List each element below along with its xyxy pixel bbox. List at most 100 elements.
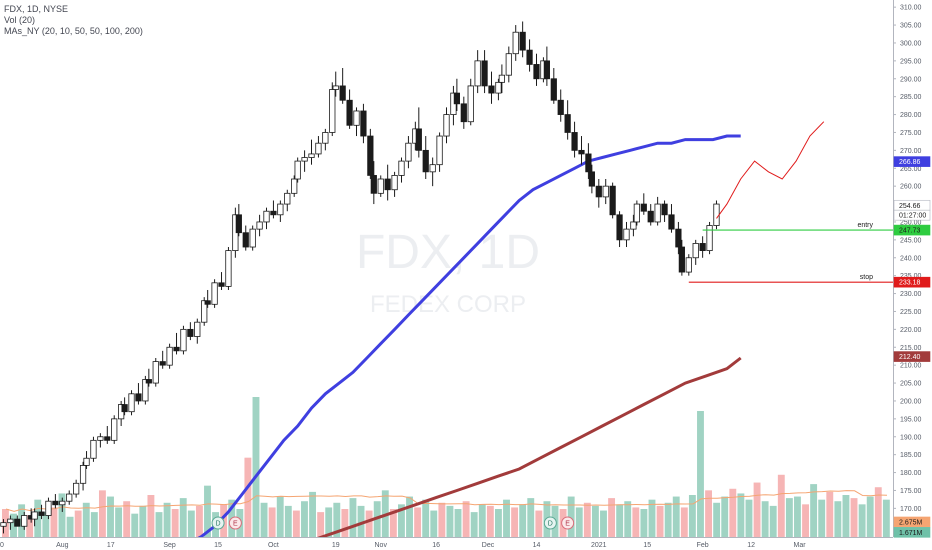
symbol-legend[interactable]: FDX, 1D, NYSE xyxy=(4,4,69,14)
volume-bar xyxy=(462,501,470,537)
y-tick-label: 240.00 xyxy=(900,255,922,262)
y-tick-label: 265.00 xyxy=(900,166,922,173)
candle-body xyxy=(211,282,218,305)
candle-body xyxy=(242,232,249,248)
price-tag xyxy=(893,209,931,221)
y-tick-label: 295.00 xyxy=(900,58,922,65)
volume-bar xyxy=(284,505,292,537)
candle-body xyxy=(256,221,263,230)
candle-body xyxy=(467,85,474,123)
volume-bar xyxy=(672,496,680,537)
volume-bar xyxy=(697,411,704,537)
candle-body xyxy=(332,85,339,90)
volume-bar xyxy=(745,499,753,537)
x-tick-label: 17 xyxy=(107,542,115,549)
watermark: FDX, 1D FEDEX CORP xyxy=(356,226,540,318)
candle-body xyxy=(346,99,353,126)
candle-body xyxy=(291,178,298,194)
candle-body xyxy=(661,203,668,216)
event-marker-E xyxy=(561,516,575,530)
volume-bar xyxy=(527,498,535,537)
price-axis[interactable]: 170.00 175.00 180.00 185.00 190.00 195.00 200.… xyxy=(893,0,932,550)
volume-bar xyxy=(187,510,195,537)
x-tick-label: Oct xyxy=(268,542,279,549)
y-tick-label: 185.00 xyxy=(900,452,922,459)
candle-body xyxy=(166,346,173,366)
candle-body xyxy=(647,210,654,223)
candle-body xyxy=(322,132,329,144)
stop-level-label: stop xyxy=(860,274,873,281)
candle-body xyxy=(277,203,284,216)
volume-bar xyxy=(406,496,413,537)
candle-body xyxy=(180,328,187,352)
candle-body xyxy=(128,393,135,413)
volume-bar xyxy=(10,513,17,537)
candle-body xyxy=(443,114,450,137)
candle-body xyxy=(270,210,277,216)
volume-bar xyxy=(260,502,268,537)
volume-bar xyxy=(866,496,874,537)
candle-body xyxy=(460,103,467,123)
levels: entry stop xyxy=(688,222,893,283)
candle-body xyxy=(453,92,460,105)
candle-body xyxy=(436,135,443,166)
x-tick-label: Dec xyxy=(482,542,495,549)
candle-body xyxy=(204,300,211,305)
volume-bar xyxy=(66,516,74,537)
y-tick-label: 245.00 xyxy=(900,237,922,244)
volume-bar xyxy=(50,507,58,537)
candle-body xyxy=(585,153,592,173)
candle-body xyxy=(668,214,675,230)
volume-bar xyxy=(195,505,203,537)
volume-bar xyxy=(147,495,155,537)
candle-body xyxy=(595,185,602,198)
volume-bar xyxy=(753,482,761,537)
volume-bar xyxy=(123,501,131,537)
candle-body xyxy=(194,321,201,337)
y-tick-label: 225.00 xyxy=(900,309,922,316)
y-tick-label: 290.00 xyxy=(900,76,922,83)
volume-bar xyxy=(179,498,187,537)
volume-bar xyxy=(333,502,341,537)
price-tags: 266.86 254.66 01:27:00 247.73 233.18 212.40 2.… xyxy=(893,156,931,538)
candle-body xyxy=(79,464,87,484)
volume-bar xyxy=(616,504,624,537)
volume-bar xyxy=(575,507,583,537)
price-tag xyxy=(893,516,931,528)
volume-bar xyxy=(398,504,405,537)
x-tick-label: 16 xyxy=(432,542,440,549)
price-tag-label: 2.675M xyxy=(899,519,923,526)
price-tag xyxy=(893,224,931,236)
candle-body xyxy=(692,243,699,259)
ma-legend[interactable]: MAs_NY (20, 10, 50, 50, 100, 200) xyxy=(4,26,143,36)
candle-body xyxy=(111,418,118,441)
volume-bar xyxy=(535,510,543,537)
candle-body xyxy=(97,436,104,441)
chart-legend: FDX, 1D, NYSE Vol (20) MAs_NY (20, 10, 5… xyxy=(4,4,143,37)
volume-bar xyxy=(42,512,50,537)
volume-bar xyxy=(624,501,632,537)
price-axis-bg xyxy=(893,0,932,550)
volume-bar xyxy=(422,499,430,537)
price-tag xyxy=(893,527,931,538)
volume-bar xyxy=(503,499,510,537)
x-tick-label: 2021 xyxy=(591,542,607,549)
candle-body xyxy=(543,60,550,80)
event-marker-E xyxy=(228,516,242,530)
candle-body xyxy=(121,404,128,413)
candle-body xyxy=(360,110,367,137)
volume-bar xyxy=(600,510,607,537)
candle-body xyxy=(104,436,111,441)
volume-bar xyxy=(850,498,858,537)
volume-legend[interactable]: Vol (20) xyxy=(4,15,36,25)
candle-body xyxy=(145,379,152,384)
candle-body xyxy=(429,164,436,173)
moving-averages xyxy=(186,134,742,546)
x-tick-label: Nov xyxy=(375,542,388,549)
price-tag-label: 1.671M xyxy=(899,530,923,537)
candle-body xyxy=(187,328,194,337)
y-tick-label: 235.00 xyxy=(900,273,922,280)
time-axis[interactable]: 20 Aug 17 Sep 15 Oct 19 Nov 16 Dec 14 2021 15 Feb 12 Ma… xyxy=(0,537,932,550)
